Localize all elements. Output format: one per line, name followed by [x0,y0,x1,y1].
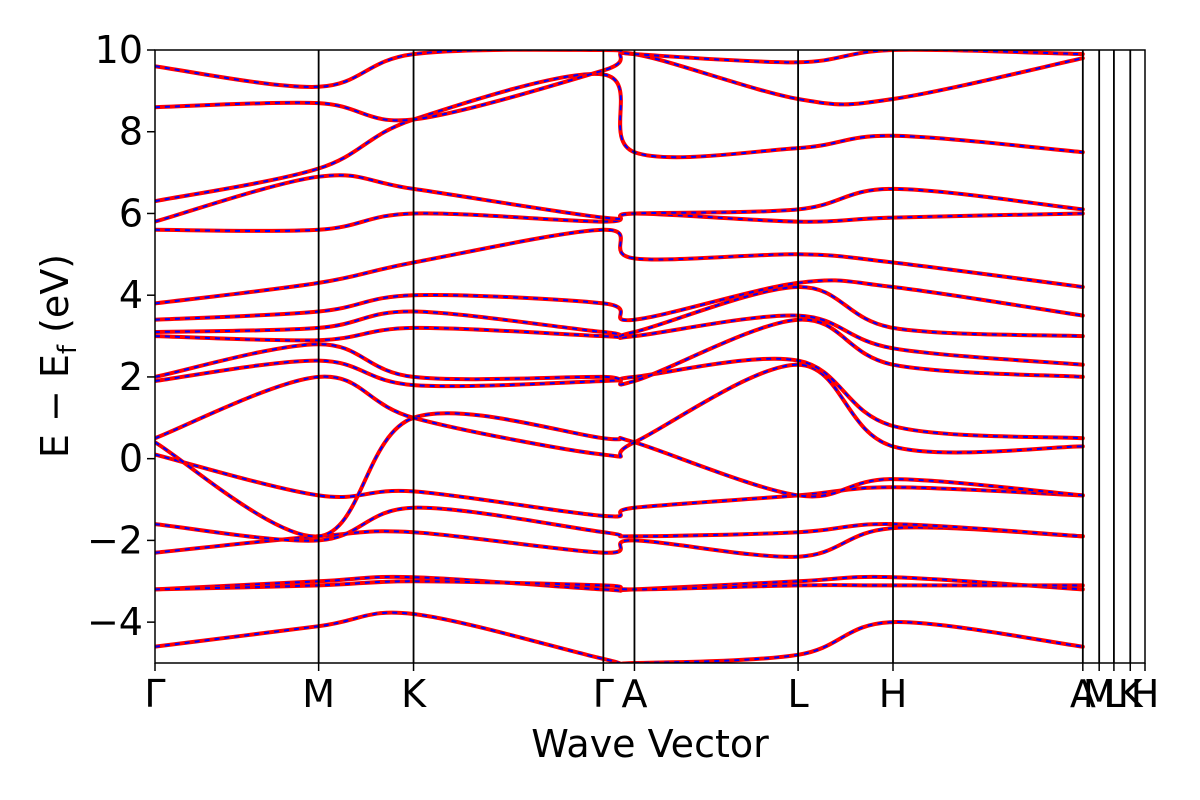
x-tick-label-5: L [788,672,809,716]
x-tick-label-2: K [401,672,427,716]
y-tick-label-4: 2 [119,355,143,399]
band-10-blue [155,314,1083,366]
x-tick-label-4: A [621,672,647,716]
band-7-blue [155,363,1083,458]
band-0-red [155,610,1085,663]
band-12-blue [155,279,1083,322]
band-10-red [155,313,1085,367]
x-tick-label-1: M [302,672,335,716]
band-0-blue [155,611,1083,663]
x-tick-label-7: A [1070,672,1096,716]
x-tick-label-10: K [1118,672,1144,716]
band-5-blue [155,453,1083,518]
y-axis-title: E − Ef (eV) [33,254,83,458]
y-axis-title-subscript: f [53,344,83,354]
plot-frame [154,49,1146,664]
y-axis-title-main: E − E [33,354,77,458]
y-tick-label-0: 10 [95,28,143,72]
x-axis-title: Wave Vector [531,722,769,766]
y-tick-label-1: 8 [119,110,143,154]
band-16-blue [155,72,1083,203]
x-tick-label-3: Γ [593,672,614,716]
y-tick-label-3: 4 [119,273,143,317]
x-tick-label-6: H [879,672,908,716]
y-tick-label-6: −2 [87,518,143,562]
x-tick-label-11: H [1131,672,1160,716]
band-5-red [155,452,1085,519]
band-11-blue [155,285,1083,338]
x-tick-label-9: L [1103,672,1124,716]
y-tick-label-7: −4 [87,600,143,644]
bands-layer [155,50,1085,663]
band-9-blue [155,318,1083,386]
band-14-blue [155,212,1083,232]
y-tick-label-2: 6 [119,191,143,235]
band-18-blue [155,50,1083,88]
y-axis-title-unit: (eV) [33,254,77,345]
y-tick-label-5: 0 [119,437,143,481]
y-axis-ticks: 10 8 6 4 2 0 −2 −4 [87,28,155,644]
x-tick-label-0: Γ [144,672,165,716]
x-tick-label-8: M [1083,672,1116,716]
k-point-lines [317,50,1132,663]
